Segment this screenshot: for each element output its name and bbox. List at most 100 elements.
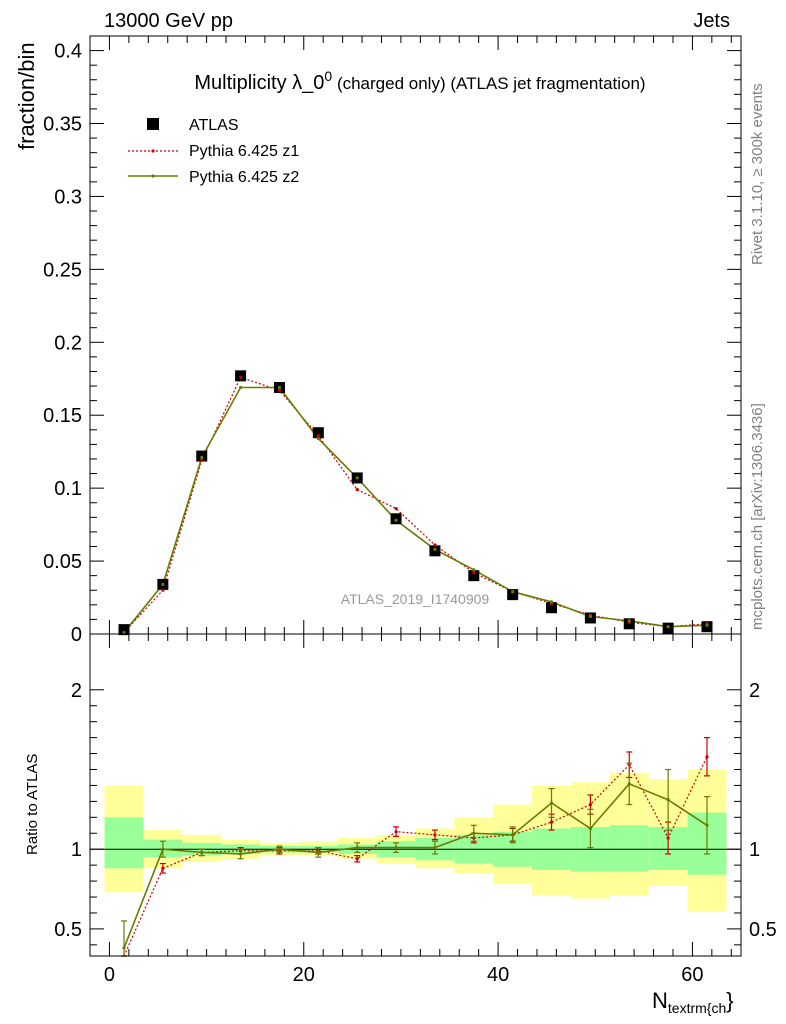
ratio-xlabel-main: N	[652, 988, 668, 1013]
ratio-point-pythia-z1	[355, 857, 359, 861]
main-axis-ticks: 0 0.05 0.1 0.15 0.2 0.25 0.3 0.35 0.4	[43, 35, 741, 646]
ratio-point-pythia-z1	[161, 866, 165, 870]
data-point-pythia-z2	[122, 630, 126, 635]
main-plot-area	[118, 370, 713, 636]
legend-z1-label: Pythia 6.425 z1	[189, 143, 299, 160]
data-point-pythia-z2	[588, 614, 592, 619]
ratio-xtick-label: 40	[487, 964, 509, 986]
data-point-pythia-z2	[355, 476, 359, 480]
ratio-point-pythia-z2	[161, 847, 165, 851]
data-point-pythia-z1	[277, 388, 282, 393]
ratio-ytick-label: 0.5	[54, 919, 82, 941]
ratio-ytick-label-right: 2	[749, 680, 760, 702]
main-ytick-label: 0.3	[54, 186, 82, 208]
energy-label: 13000 GeV pp	[104, 10, 233, 32]
ratio-point-pythia-z2	[355, 846, 359, 850]
data-point-pythia-z1	[355, 488, 359, 492]
ratio-point-pythia-z2	[122, 946, 126, 950]
data-point-pythia-z2	[316, 436, 320, 441]
ratio-point-pythia-z2	[394, 846, 398, 850]
ratio-xlabel-close: }	[726, 988, 733, 1013]
ratio-axis-ticks: 0 20 40 60 0.5 0.5 1 1 2 2	[54, 634, 777, 986]
ratio-frame	[89, 633, 742, 957]
ratio-point-pythia-z2	[239, 852, 243, 856]
data-point-pythia-z2	[511, 590, 515, 594]
data-point-pythia-z2	[472, 568, 476, 572]
ratio-point-pythia-z1	[394, 830, 398, 834]
data-point-pythia-z2	[394, 518, 398, 522]
ratio-ytick-label-right: 1	[749, 839, 760, 861]
ratio-point-pythia-z2	[433, 846, 437, 850]
source-label: mcplots.cern.ch [arXiv:1306.3436]	[749, 403, 766, 630]
legend-z2-marker	[151, 174, 155, 178]
data-point-pythia-z2	[433, 547, 437, 552]
data-point-pythia-z1	[433, 543, 437, 547]
main-title-text: Multiplicity λ_0	[194, 72, 324, 94]
data-point-pythia-z1	[316, 434, 320, 438]
data-point-atlas	[312, 427, 324, 439]
ratio-point-pythia-z1	[588, 802, 592, 807]
data-point-pythia-z1	[200, 458, 204, 463]
ratio-panel: 0 20 40 60 0.5 0.5 1 1 2 2 Ratio to ATLAS Ntextrm…	[24, 633, 777, 1016]
data-point-pythia-z2	[705, 623, 709, 627]
main-ytick-label: 0.2	[54, 332, 82, 354]
data-point-atlas	[118, 624, 130, 636]
main-ytick-label: 0.25	[43, 259, 82, 281]
rivet-label: Rivet 3.1.10, ≥ 300k events	[749, 83, 766, 265]
main-ytick-label: 0.05	[43, 551, 82, 573]
ratio-point-pythia-z1	[549, 820, 554, 824]
process-label: Jets	[693, 10, 730, 32]
data-point-atlas	[507, 589, 519, 601]
ratio-ytick-label: 1	[71, 839, 82, 861]
main-ytick-label: 0.15	[43, 405, 82, 427]
ratio-ylabel: Ratio to ATLAS	[24, 754, 41, 855]
legend: ATLAS Pythia 6.425 z1 Pythia 6.425 z2	[128, 117, 299, 186]
ratio-point-pythia-z2	[627, 782, 631, 786]
uncertainty-band-inner	[609, 825, 649, 872]
data-point-pythia-z2	[627, 619, 631, 623]
legend-atlas-label: ATLAS	[189, 117, 239, 134]
ratio-point-pythia-z1	[705, 755, 709, 759]
ratio-line-pythia-z1	[123, 756, 708, 957]
data-point-pythia-z2	[277, 385, 282, 390]
ratio-xtick-label: 20	[293, 964, 315, 986]
data-point-pythia-z2	[239, 385, 243, 390]
ratio-point-pythia-z1	[433, 833, 437, 837]
ratio-xtick-label: 60	[681, 964, 703, 986]
data-point-pythia-z2	[161, 582, 165, 587]
ratio-xtick-label: 0	[104, 964, 115, 986]
ratio-point-pythia-z2	[511, 833, 515, 837]
ratio-point-pythia-z2	[472, 831, 476, 835]
ratio-line-pythia-z2	[123, 782, 708, 949]
uncertainty-band-inner	[104, 817, 144, 869]
main-ylabel: fraction/bin	[14, 42, 39, 150]
main-ytick-label: 0	[71, 624, 82, 646]
main-ytick-label: 0.4	[54, 41, 82, 63]
data-point-pythia-z1	[472, 571, 476, 575]
series-line-pythia-z2	[123, 386, 708, 634]
legend-atlas-marker	[147, 118, 159, 130]
ratio-point-pythia-z2	[277, 847, 282, 851]
watermark: ATLAS_2019_I1740909	[341, 591, 490, 607]
data-point-pythia-z1	[161, 588, 165, 592]
ratio-point-pythia-z2	[666, 798, 670, 802]
data-point-atlas	[546, 602, 558, 614]
main-title-superscript: 0	[324, 68, 332, 84]
ratio-xlabel: Ntextrm{ch}	[652, 988, 734, 1016]
data-point-pythia-z2	[666, 625, 670, 629]
data-point-pythia-z2	[549, 600, 554, 604]
main-panel: 0 0.05 0.1 0.15 0.2 0.25 0.3 0.35 0.4 fraction/b…	[14, 35, 742, 646]
data-point-atlas	[468, 570, 480, 582]
ratio-point-pythia-z2	[316, 850, 320, 854]
ratio-ytick-label: 2	[71, 680, 82, 702]
ratio-point-pythia-z2	[549, 801, 554, 805]
ratio-xlabel-sub: textrm{ch	[668, 1000, 726, 1016]
main-ytick-label: 0.1	[54, 478, 82, 500]
main-frame	[89, 35, 742, 635]
data-point-pythia-z2	[200, 455, 204, 460]
main-title: Multiplicity λ_00 (charged only) (ATLAS …	[194, 68, 645, 94]
ratio-plot-area	[90, 737, 741, 957]
legend-z1-marker	[151, 149, 155, 153]
main-ytick-label: 0.35	[43, 114, 82, 136]
